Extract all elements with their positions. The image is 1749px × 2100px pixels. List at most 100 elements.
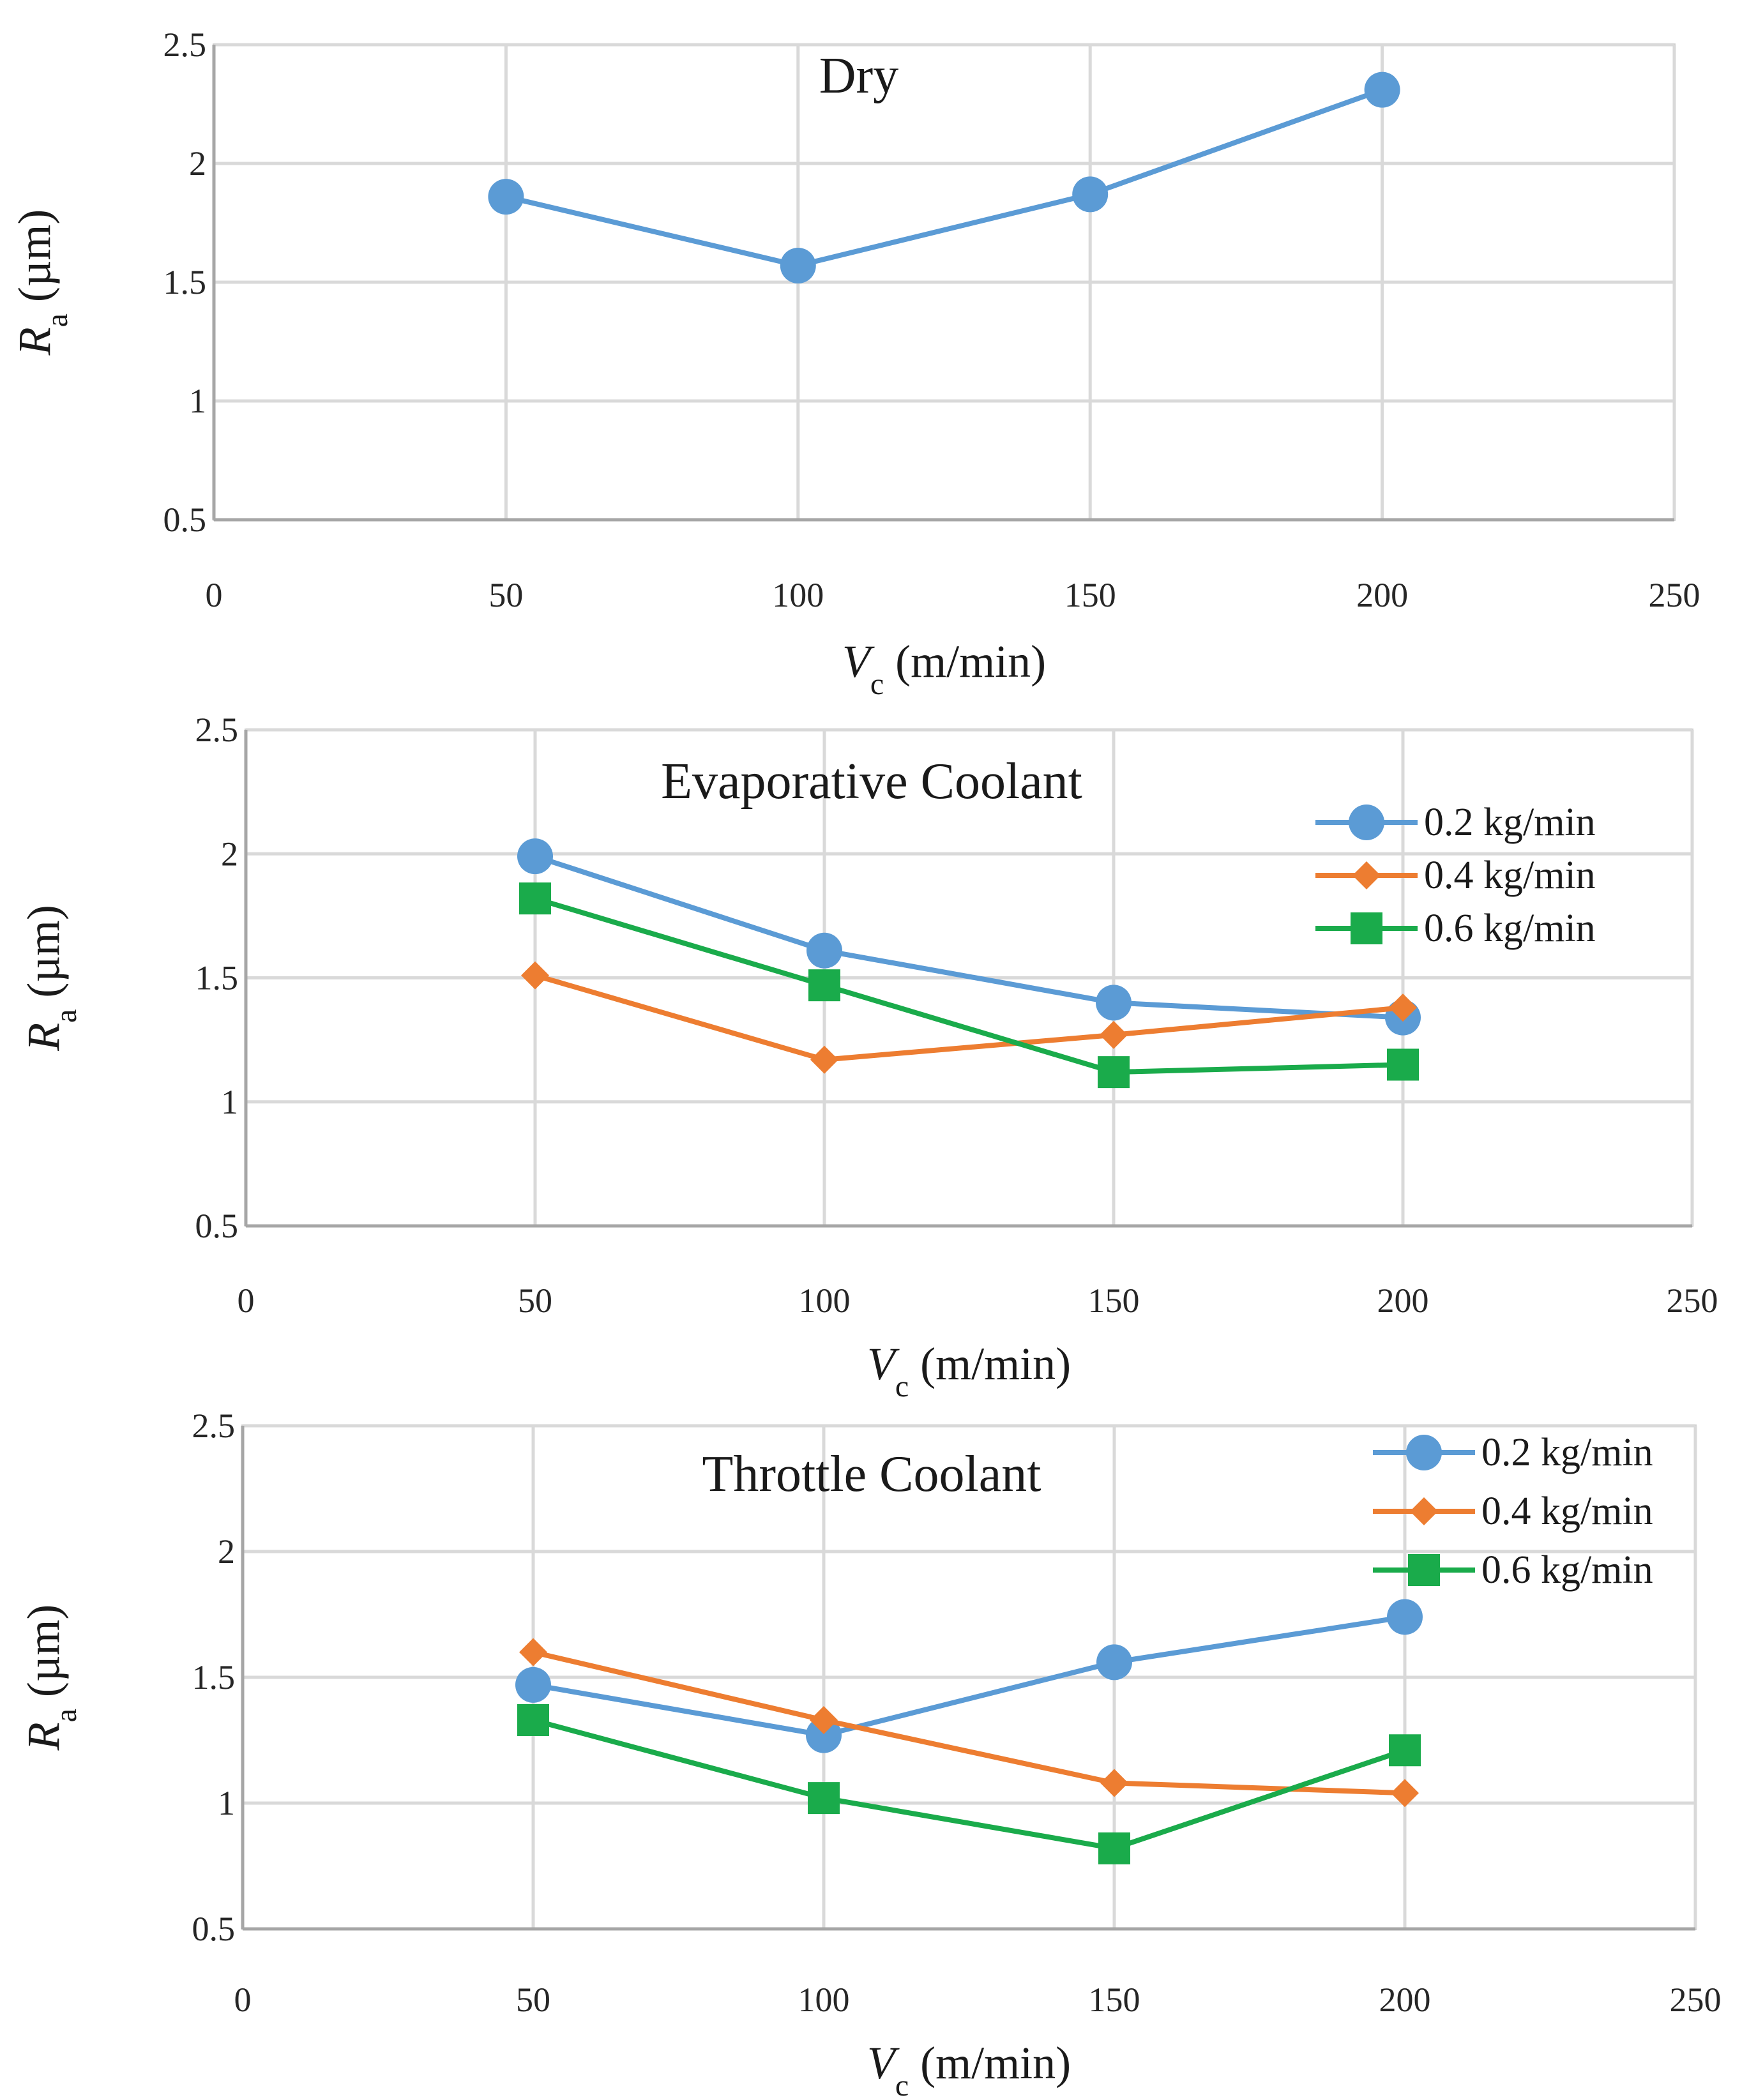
x-tick-label: 0: [234, 1981, 252, 2019]
y-tick-label: 1: [218, 1784, 235, 1822]
x-tick-label: 100: [798, 1981, 850, 2019]
data-point: [519, 882, 551, 915]
x-axis-title: Vc (m/min): [842, 636, 1046, 701]
legend-label: 0.6 kg/min: [1424, 907, 1596, 950]
x-tick-label: 150: [1064, 576, 1116, 614]
data-point: [1387, 1599, 1423, 1635]
data-point: [517, 838, 553, 875]
series-Dry: [488, 72, 1400, 283]
data-point: [806, 1717, 842, 1753]
x-tick-label: 150: [1088, 1281, 1140, 1320]
x-tick-label: 100: [799, 1281, 851, 1320]
legend-label: 0.2 kg/min: [1481, 1431, 1653, 1474]
y-tick-label: 0.5: [163, 501, 207, 539]
legend-marker: [1352, 861, 1381, 889]
chart-panel-2: 0.5 1 1.5 2 2.5 0 50 100 150 200 250 Vc (m/min) Ra (…: [18, 711, 1718, 1403]
series-line: [533, 1649, 1405, 1796]
x-axis-title: Vc (m/min): [867, 2037, 1071, 2100]
data-point: [1098, 1832, 1130, 1864]
y-tick-label: 2.5: [192, 1407, 236, 1445]
x-tick-label: 50: [516, 1981, 550, 2019]
x-tick-label: 0: [238, 1281, 255, 1320]
legend: 0.2 kg/min 0.4 kg/min 0.6 kg/min: [1373, 1431, 1653, 1592]
x-tick-label: 0: [206, 576, 223, 614]
data-point: [1100, 1020, 1128, 1049]
data-point: [780, 247, 816, 283]
legend-label: 0.6 kg/min: [1481, 1548, 1653, 1592]
y-tick-label: 2.5: [195, 711, 239, 749]
data-point: [517, 1703, 549, 1736]
legend-marker: [1351, 912, 1382, 944]
legend-label: 0.2 kg/min: [1424, 801, 1596, 844]
data-point: [808, 1782, 840, 1815]
y-tick-label: 1: [221, 1083, 238, 1121]
x-tick-label: 250: [1667, 1281, 1718, 1320]
y-tick-label: 1.5: [192, 1658, 236, 1696]
chart-title: Dry: [819, 48, 898, 104]
y-tick-label: 1: [189, 382, 206, 420]
x-tick-label: 200: [1379, 1981, 1431, 2019]
data-point: [1391, 1779, 1419, 1808]
series-0.4 kg/min: [519, 1638, 1419, 1808]
series-0.6 kg/min: [517, 1703, 1421, 1864]
legend: 0.2 kg/min 0.4 kg/min 0.6 kg/min: [1315, 801, 1596, 950]
data-point: [519, 1638, 547, 1666]
chart-title: Evaporative Coolant: [661, 753, 1082, 810]
data-point: [1389, 993, 1417, 1022]
data-point: [810, 1045, 838, 1074]
data-point: [1389, 1734, 1421, 1767]
data-point: [515, 1666, 551, 1703]
data-point: [808, 969, 840, 1002]
data-point: [1364, 72, 1400, 108]
series-line: [505, 87, 1383, 268]
y-tick-label: 1.5: [195, 959, 239, 997]
data-point: [1096, 985, 1132, 1021]
series-line: [534, 896, 1404, 1075]
x-tick-label: 250: [1649, 576, 1700, 614]
series-line: [534, 854, 1404, 1020]
data-point: [810, 1705, 838, 1734]
y-tick-label: 2.5: [163, 26, 207, 64]
chart-panel-1: 0.5 1 1.5 2 2.5 0 50 100 150 200 250 Vc (m/min) Ra (…: [9, 26, 1700, 701]
y-axis-title: Ra (µm): [18, 1605, 83, 1751]
legend-label: 0.4 kg/min: [1424, 854, 1596, 897]
data-point: [1072, 176, 1109, 213]
y-tick-label: 2: [218, 1532, 235, 1571]
chart-panel-3: 0.5 1 1.5 2 2.5 0 50 100 150 200 250 Vc (m/min) Ra (…: [18, 1407, 1722, 2100]
data-point: [1100, 1769, 1128, 1797]
series-0.4 kg/min: [521, 961, 1417, 1074]
x-axis-title: Vc (m/min): [867, 1338, 1071, 1403]
x-tick-label: 200: [1356, 576, 1408, 614]
series-line: [532, 1718, 1406, 1851]
x-tick-label: 150: [1089, 1981, 1140, 2019]
y-axis-title: Ra (µm): [9, 209, 74, 356]
chart-title: Throttle Coolant: [702, 1446, 1041, 1502]
y-tick-label: 0.5: [195, 1207, 239, 1245]
x-tick-label: 200: [1377, 1281, 1429, 1320]
series-0.6 kg/min: [519, 882, 1419, 1089]
data-point: [1098, 1056, 1130, 1089]
x-tick-label: 100: [772, 576, 824, 614]
y-axis-title: Ra (µm): [18, 905, 83, 1052]
legend-marker: [1408, 1554, 1440, 1586]
data-point: [521, 961, 549, 990]
y-tick-label: 2: [221, 835, 238, 873]
series-0.2 kg/min: [517, 838, 1421, 1036]
x-tick-label: 250: [1670, 1981, 1722, 2019]
series-0.2 kg/min: [515, 1599, 1423, 1753]
series-line: [534, 972, 1404, 1062]
legend-marker: [1406, 1435, 1442, 1470]
data-point: [488, 179, 524, 215]
legend-marker: [1410, 1497, 1438, 1525]
y-tick-label: 0.5: [192, 1910, 236, 1948]
data-point: [1096, 1644, 1132, 1681]
legend-marker: [1349, 804, 1384, 840]
legend-label: 0.4 kg/min: [1481, 1490, 1653, 1533]
y-tick-label: 2: [189, 144, 206, 183]
data-point: [806, 932, 842, 969]
series-line: [533, 1614, 1405, 1738]
x-tick-label: 50: [518, 1281, 552, 1320]
y-tick-label: 1.5: [163, 263, 207, 301]
x-tick-label: 50: [488, 576, 523, 614]
